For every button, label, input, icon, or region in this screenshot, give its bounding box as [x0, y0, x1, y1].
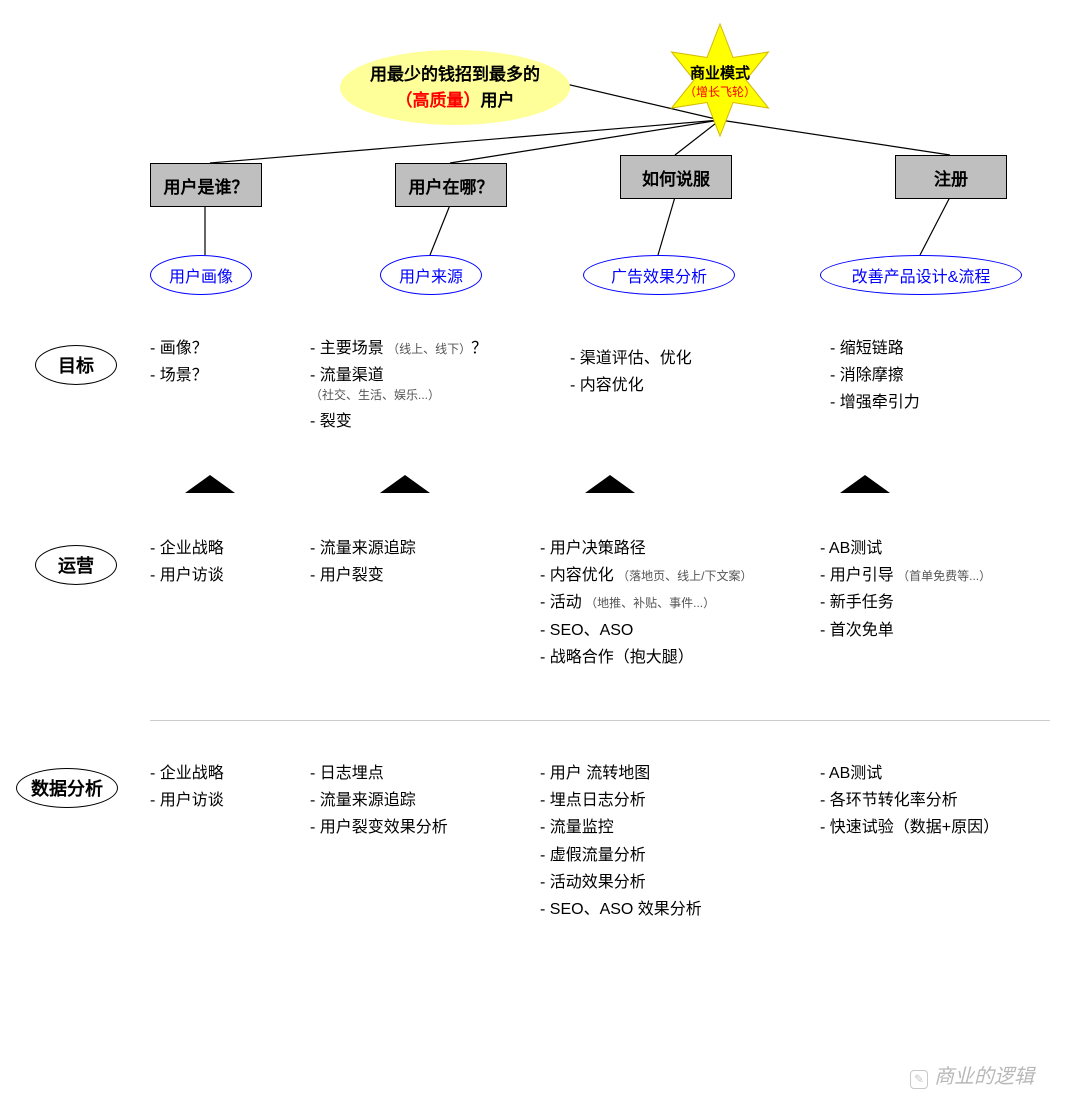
data-col3-item: 埋点日志分析 [540, 787, 800, 814]
category-box-where: 用户在哪？ [395, 163, 507, 207]
method-ellipse-improve: 改善产品设计&流程 [820, 255, 1022, 295]
ops-col3-item: 活动 （地推、补贴、事件...） [540, 589, 800, 616]
row-label-ops: 运营 [35, 545, 117, 585]
method-ellipse-persona: 用户画像 [150, 255, 252, 295]
up-arrow-icon [185, 475, 235, 493]
section-divider [150, 720, 1050, 721]
headline-quality: （高质量） [396, 91, 481, 110]
ops-col4-item: 首次免单 [820, 617, 1080, 644]
star-label: 商业模式 （增长飞轮） [660, 62, 780, 100]
goal-col3: 渠道评估、优化内容优化 [570, 345, 830, 399]
ops-col4-item: 用户引导 （首单免费等...） [820, 562, 1080, 589]
ops-col2-item: 流量来源追踪 [310, 535, 570, 562]
row-label-goal: 目标 [35, 345, 117, 385]
data-col3-item: 流量监控 [540, 814, 800, 841]
row-label-data: 数据分析 [16, 768, 118, 808]
goal-col3-item: 内容优化 [570, 372, 830, 399]
data-col4-item: AB测试 [820, 760, 1080, 787]
data-col3-item: SEO、ASO 效果分析 [540, 896, 800, 923]
watermark-icon: ✎ [910, 1070, 928, 1089]
ops-col2-item: 用户裂变 [310, 562, 570, 589]
ops-col3-item: 战略合作（抱大腿） [540, 644, 800, 671]
goal-col4-item: 消除摩擦 [830, 362, 1080, 389]
ops-col2: 流量来源追踪用户裂变 [310, 535, 570, 589]
star-title: 商业模式 [660, 62, 780, 83]
up-arrow-icon [380, 475, 430, 493]
watermark-text: 商业的逻辑 [934, 1066, 1034, 1088]
watermark: ✎ 商业的逻辑 [910, 1060, 1034, 1089]
ops-col3: 用户决策路径内容优化 （落地页、线上/下文案）活动 （地推、补贴、事件...）S… [540, 535, 800, 671]
ops-col4: AB测试用户引导 （首单免费等...）新手任务首次免单 [820, 535, 1080, 644]
method-ellipse-source: 用户来源 [380, 255, 482, 295]
headline-line1: 用最少的钱招到最多的 [370, 65, 540, 84]
goal-col4-item: 缩短链路 [830, 335, 1080, 362]
data-col4: AB测试各环节转化率分析快速试验（数据+原因） [820, 760, 1080, 842]
ops-col3-item: 内容优化 （落地页、线上/下文案） [540, 562, 800, 589]
goal-col2: 主要场景 （线上、线下）？流量渠道（社交、生活、娱乐...）裂变 [310, 335, 570, 435]
data-col3-item: 虚假流量分析 [540, 842, 800, 869]
data-col2: 日志埋点流量来源追踪用户裂变效果分析 [310, 760, 570, 842]
category-box-how: 如何说服 [620, 155, 732, 199]
data-col3-item: 用户 流转地图 [540, 760, 800, 787]
ops-col4-item: 新手任务 [820, 589, 1080, 616]
data-col3: 用户 流转地图埋点日志分析流量监控虚假流量分析活动效果分析SEO、ASO 效果分… [540, 760, 800, 923]
goal-col4-item: 增强牵引力 [830, 389, 1080, 416]
goal-col2-item: 裂变 [310, 408, 570, 435]
method-ellipse-ad: 广告效果分析 [583, 255, 735, 295]
ops-col3-item: 用户决策路径 [540, 535, 800, 562]
data-col2-item: 流量来源追踪 [310, 787, 570, 814]
goal-col4: 缩短链路消除摩擦增强牵引力 [830, 335, 1080, 417]
data-col3-item: 活动效果分析 [540, 869, 800, 896]
star-subtitle: （增长飞轮） [660, 83, 780, 100]
up-arrow-icon [585, 475, 635, 493]
data-col4-item: 快速试验（数据+原因） [820, 814, 1080, 841]
up-arrow-icon [840, 475, 890, 493]
category-box-reg: 注册 [895, 155, 1007, 199]
ops-col4-item: AB测试 [820, 535, 1080, 562]
ops-col3-item: SEO、ASO [540, 617, 800, 644]
data-col2-item: 用户裂变效果分析 [310, 814, 570, 841]
data-col4-item: 各环节转化率分析 [820, 787, 1080, 814]
goal-col2-note: （社交、生活、娱乐...） [310, 385, 570, 405]
goal-col2-item: 主要场景 （线上、线下）？ [310, 335, 570, 362]
category-box-who: 用户是谁？ [150, 163, 262, 207]
headline-users: 用户 [481, 91, 515, 110]
headline-ellipse: 用最少的钱招到最多的 （高质量）用户 [340, 50, 570, 125]
data-col2-item: 日志埋点 [310, 760, 570, 787]
goal-col3-item: 渠道评估、优化 [570, 345, 830, 372]
